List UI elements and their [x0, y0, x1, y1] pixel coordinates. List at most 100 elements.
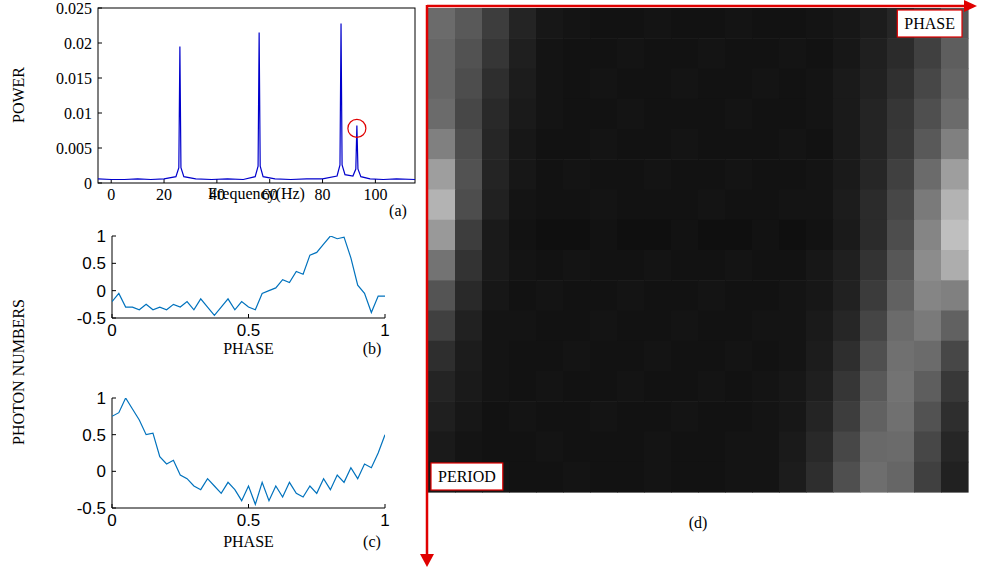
heat-cell	[617, 371, 645, 402]
y-tick-label: 1	[97, 227, 106, 246]
heat-cell	[941, 99, 969, 130]
heat-cell	[860, 401, 888, 432]
heat-cell	[698, 311, 726, 342]
phase-label-box: PHASE	[897, 10, 962, 37]
heat-cell	[617, 38, 645, 69]
y-tick-label: 0.015	[56, 70, 92, 87]
panel-letter: (c)	[363, 533, 381, 551]
heat-cell	[698, 462, 726, 493]
heat-cell	[482, 8, 510, 39]
y-tick	[112, 434, 116, 435]
heat-cell	[752, 401, 780, 432]
heat-cell	[671, 99, 699, 130]
x-tick-label: 0.5	[237, 321, 261, 340]
heat-cell	[779, 99, 807, 130]
heat-cell	[509, 432, 537, 463]
heat-cell	[428, 38, 456, 69]
heat-cell	[644, 401, 672, 432]
heat-cell	[698, 159, 726, 190]
heat-cell	[536, 69, 564, 100]
heat-cell	[455, 99, 483, 130]
y-tick	[98, 148, 102, 149]
heat-cell	[914, 401, 942, 432]
heat-cell	[725, 432, 753, 463]
heat-cell	[914, 220, 942, 251]
x-tick	[112, 314, 113, 318]
heat-cell	[698, 69, 726, 100]
heat-cell	[563, 432, 591, 463]
heat-cell	[563, 250, 591, 281]
heat-cell	[644, 159, 672, 190]
heat-cell	[914, 69, 942, 100]
panel-1: 00.51-0.500.51PHASEPHOTON NUMBERS(b)	[10, 227, 390, 445]
heat-cell	[455, 371, 483, 402]
heat-cell	[779, 341, 807, 372]
x-tick	[248, 314, 249, 318]
label-box	[897, 10, 962, 37]
heat-cell	[806, 8, 834, 39]
heat-cell	[725, 250, 753, 281]
heat-cell	[698, 371, 726, 402]
heat-cell	[671, 69, 699, 100]
heat-cell	[914, 38, 942, 69]
heat-cell	[779, 190, 807, 221]
heat-cell	[563, 38, 591, 69]
heat-cell	[590, 38, 618, 69]
heat-cell	[779, 69, 807, 100]
heat-cell	[428, 250, 456, 281]
y-tick	[112, 508, 116, 509]
heat-cell	[887, 250, 915, 281]
heat-cell	[428, 280, 456, 311]
y-tick-label: 0.01	[64, 105, 92, 122]
heat-cell	[806, 159, 834, 190]
heat-cell	[860, 190, 888, 221]
heat-cell	[536, 190, 564, 221]
heat-cell	[860, 99, 888, 130]
heat-cell	[482, 280, 510, 311]
data-line	[112, 236, 385, 315]
heat-cell	[914, 371, 942, 402]
heat-cell	[671, 280, 699, 311]
heat-cell	[860, 462, 888, 493]
heat-cell	[671, 190, 699, 221]
panel-letter: (b)	[363, 340, 382, 358]
x-tick	[164, 179, 165, 183]
heat-cell	[725, 220, 753, 251]
heat-cell	[617, 462, 645, 493]
heat-cell	[833, 159, 861, 190]
heat-cell	[941, 462, 969, 493]
panel-0: 02040608010000.0050.010.0150.020.025Freq…	[10, 0, 415, 220]
heat-cell	[536, 38, 564, 69]
heat-cell	[725, 8, 753, 39]
y-tick-label: 0.025	[56, 0, 92, 17]
heat-cell	[590, 462, 618, 493]
heat-cell	[860, 129, 888, 160]
heat-cell	[887, 341, 915, 372]
heat-cell	[752, 190, 780, 221]
figure: 02040608010000.0050.010.0150.020.025Freq…	[0, 0, 983, 570]
heat-cell	[644, 220, 672, 251]
heat-cell	[428, 99, 456, 130]
heat-cell	[590, 190, 618, 221]
heat-cell	[509, 38, 537, 69]
heat-cell	[752, 280, 780, 311]
heat-cell	[455, 311, 483, 342]
panel-3: PHASEPERIOD(d)	[420, 0, 977, 567]
heat-cell	[887, 69, 915, 100]
heat-cell	[698, 250, 726, 281]
heat-cell	[617, 190, 645, 221]
heat-cell	[509, 190, 537, 221]
heat-cell	[860, 432, 888, 463]
heat-cell	[644, 432, 672, 463]
heat-cell	[941, 341, 969, 372]
heat-cell	[563, 190, 591, 221]
heat-cell	[779, 462, 807, 493]
heat-cell	[806, 341, 834, 372]
heat-cell	[509, 280, 537, 311]
heat-cell	[914, 432, 942, 463]
heat-cell	[833, 8, 861, 39]
heat-cell	[941, 159, 969, 190]
x-tick	[385, 504, 386, 508]
heat-cell	[860, 341, 888, 372]
heat-cell	[833, 311, 861, 342]
